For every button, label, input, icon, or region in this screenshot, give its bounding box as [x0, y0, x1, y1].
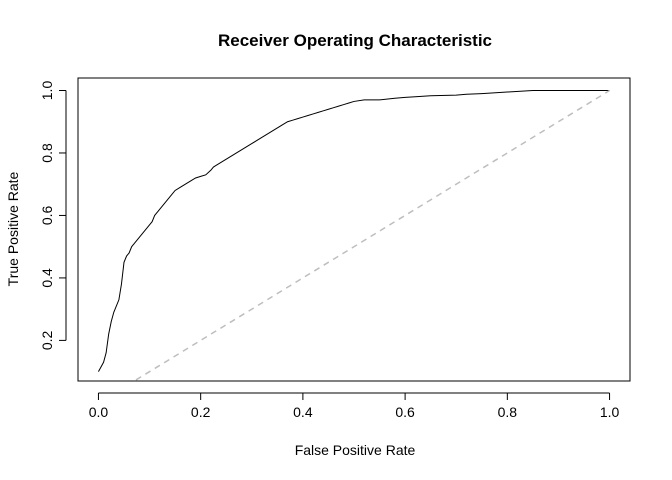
y-axis: 0.2 0.4 0.6 0.8 1.0: [39, 81, 67, 350]
x-axis-label: False Positive Rate: [295, 442, 416, 458]
x-tick-label: 0.6: [395, 404, 415, 420]
y-axis-label: True Positive Rate: [5, 171, 21, 286]
x-tick-label: 0.8: [498, 404, 518, 420]
y-tick-label: 0.6: [39, 206, 55, 226]
y-tick-label: 0.4: [39, 268, 55, 288]
plot-area: [98, 89, 610, 381]
diagonal-reference-line: [132, 89, 610, 381]
x-axis: 0.0 0.2 0.4 0.6 0.8 1.0: [89, 392, 620, 420]
x-tick-label: 1.0: [600, 404, 620, 420]
x-tick-label: 0.2: [191, 404, 211, 420]
roc-curve-line: [98, 89, 610, 372]
y-tick-label: 0.2: [39, 330, 55, 350]
x-tick-label: 0.0: [89, 404, 109, 420]
y-tick-label: 1.0: [39, 81, 55, 101]
x-tick-label: 0.4: [293, 404, 313, 420]
y-tick-label: 0.8: [39, 143, 55, 163]
plot-area-border: [77, 77, 631, 382]
chart-title: Receiver Operating Characteristic: [218, 31, 492, 50]
